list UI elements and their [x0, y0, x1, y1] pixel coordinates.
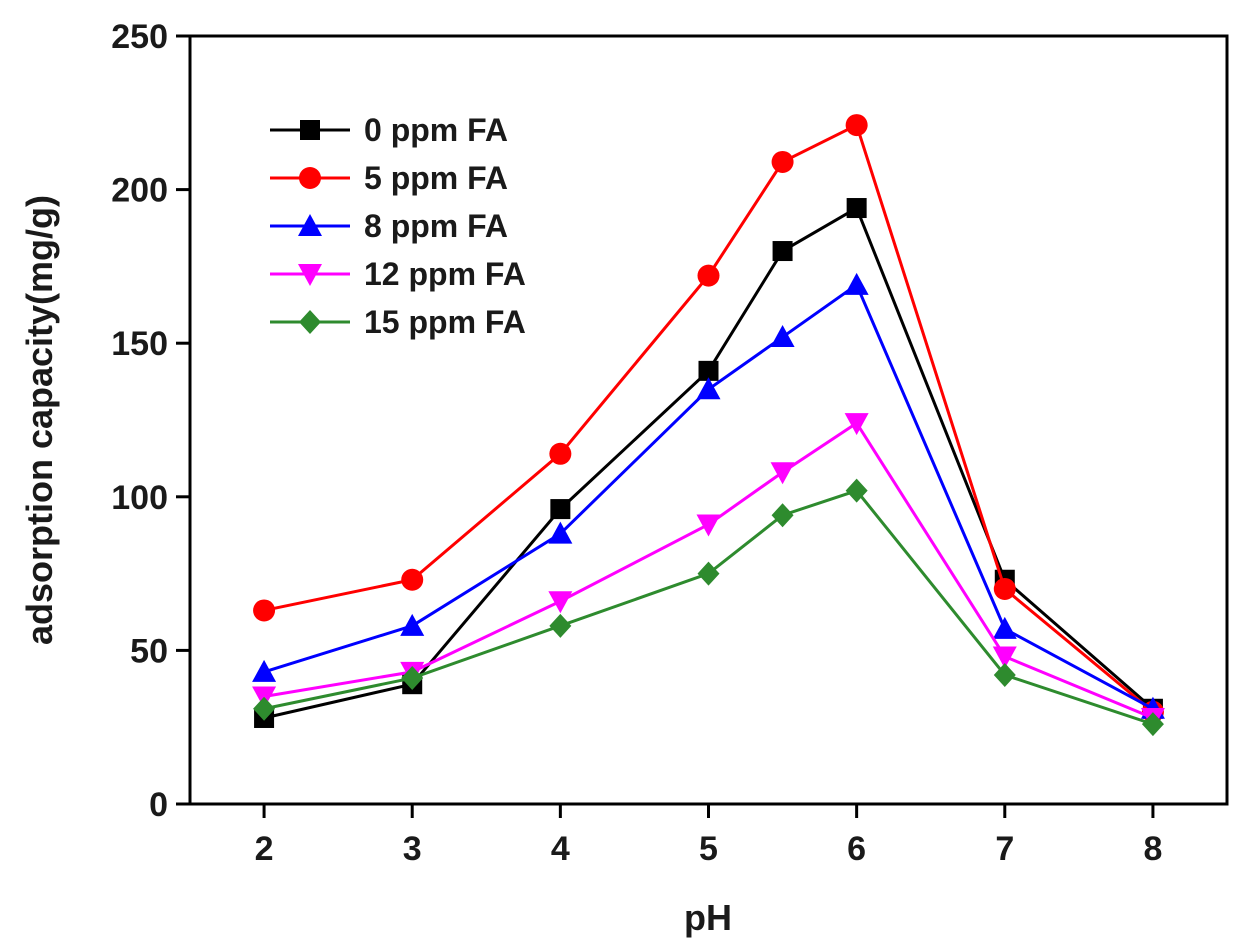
- data-point: [844, 272, 869, 295]
- series-line: [263, 122, 1154, 713]
- data-point: [548, 521, 573, 544]
- data-point: [253, 696, 276, 721]
- legend-marker: [298, 264, 322, 286]
- series-line: [263, 488, 1154, 726]
- data-point: [846, 198, 867, 219]
- data-point: [400, 613, 425, 636]
- x-tick-label: 2: [255, 830, 274, 868]
- series-line: [263, 282, 1154, 711]
- data-point: [771, 150, 794, 173]
- data-point: [548, 591, 573, 614]
- legend-marker: [299, 310, 321, 334]
- data-point: [697, 561, 720, 586]
- data-point: [549, 442, 572, 465]
- data-point: [253, 599, 276, 622]
- legend-label: 8 ppm FA: [364, 208, 508, 244]
- data-point: [696, 377, 721, 400]
- y-tick-label: 100: [111, 479, 168, 517]
- tick-layer: 2 3 4 5 6 7 8 0 50 100 150 200 250: [111, 18, 1162, 868]
- y-tick-label: 250: [111, 18, 168, 56]
- x-tick-label: 7: [995, 830, 1014, 868]
- legend-item: 5 ppm FA: [270, 160, 508, 196]
- x-tick-label: 3: [403, 830, 422, 868]
- plot-frame: [188, 34, 1229, 806]
- data-point: [992, 616, 1017, 639]
- legend-marker: [299, 167, 321, 189]
- y-tick-label: 0: [149, 786, 168, 824]
- data-point: [772, 241, 793, 262]
- legend-label: 0 ppm FA: [364, 112, 508, 148]
- data-point: [696, 514, 721, 537]
- legend-item: 8 ppm FA: [270, 208, 508, 244]
- legend-item: 15 ppm FA: [270, 304, 526, 340]
- data-point: [770, 325, 795, 348]
- data-point: [770, 462, 795, 485]
- x-axis-label: pH: [684, 897, 732, 938]
- legend-marker: [298, 214, 322, 236]
- data-point: [844, 413, 869, 436]
- data-point: [549, 613, 572, 638]
- series-layer: [252, 114, 1165, 737]
- data-point: [845, 114, 868, 137]
- legend-marker: [300, 120, 320, 140]
- data-point: [550, 499, 571, 520]
- y-tick-label: 200: [111, 172, 168, 210]
- x-tick-label: 4: [551, 830, 570, 868]
- legend: 0 ppm FA 5 ppm FA 8 ppm FA 12 ppm FA 15 ppm …: [270, 112, 526, 340]
- series-4: [253, 478, 1164, 737]
- series-1: [253, 114, 1164, 723]
- legend-item: 0 ppm FA: [270, 112, 508, 148]
- series-line: [263, 205, 1154, 720]
- legend-label: 5 ppm FA: [364, 160, 508, 196]
- legend-item: 12 ppm FA: [270, 256, 526, 292]
- legend-label: 15 ppm FA: [364, 304, 526, 340]
- data-point: [992, 646, 1017, 669]
- x-tick-label: 5: [699, 830, 718, 868]
- x-tick-label: 6: [847, 830, 866, 868]
- data-point: [697, 264, 720, 287]
- data-point: [1141, 712, 1164, 737]
- legend-label: 12 ppm FA: [364, 256, 526, 292]
- data-point: [993, 662, 1016, 687]
- y-axis-label: adsorption capacity(mg/g): [19, 195, 60, 645]
- x-tick-label: 8: [1143, 830, 1162, 868]
- data-point: [401, 666, 424, 691]
- data-point: [252, 659, 277, 682]
- y-tick-label: 50: [130, 632, 168, 670]
- series-line: [263, 420, 1154, 720]
- y-tick-label: 150: [111, 325, 168, 363]
- series-3: [252, 413, 1165, 730]
- axes-frame: [188, 34, 1229, 806]
- data-point: [845, 478, 868, 503]
- data-point: [771, 503, 794, 528]
- data-point: [993, 577, 1016, 600]
- data-point: [401, 568, 424, 591]
- data-point: [698, 360, 719, 381]
